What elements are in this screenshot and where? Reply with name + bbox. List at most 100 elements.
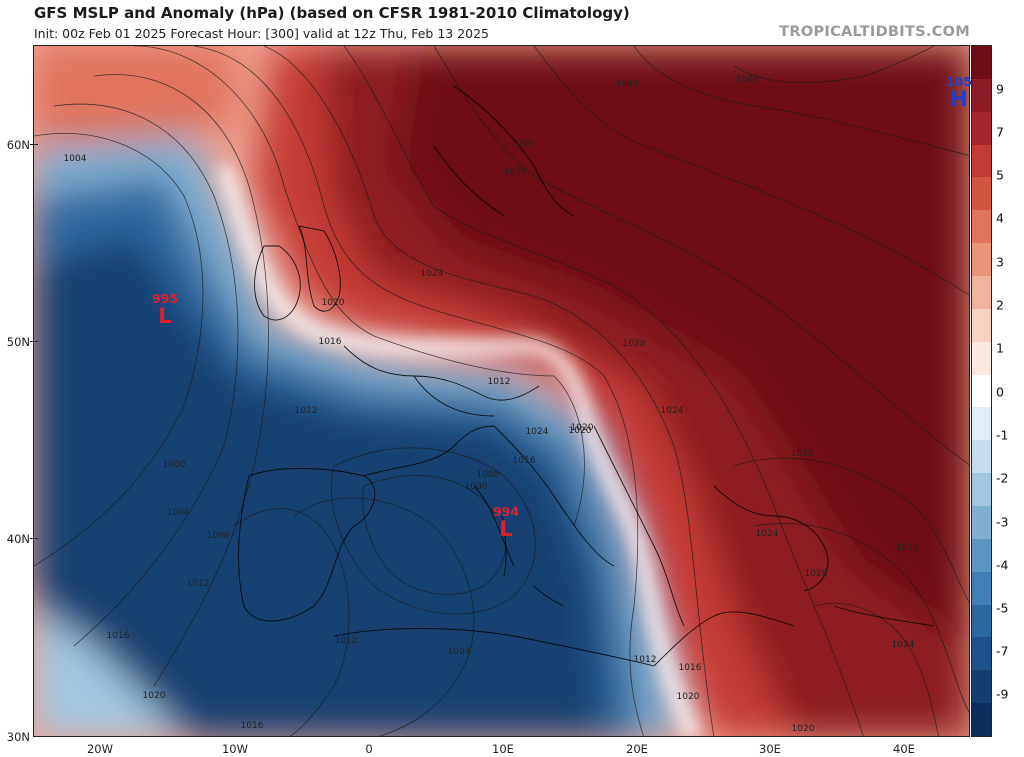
low-pressure-letter: L — [499, 517, 513, 541]
isobar-label: 1016 — [106, 631, 130, 641]
colorbar-swatch-7 — [972, 276, 991, 309]
isobar-label: 1040 — [510, 139, 534, 149]
lon-label-30e: 30E — [759, 742, 781, 756]
colorbar-label: 9 — [996, 81, 1004, 97]
isobar-label: 1016 — [678, 663, 702, 673]
colorbar-swatch-6 — [972, 243, 991, 277]
low-pressure-marker: 995 L — [151, 291, 179, 328]
isobar-label: 1016 — [240, 721, 264, 731]
isobar-label: 1028 — [804, 569, 828, 579]
colorbar-label: 1 — [996, 340, 1004, 356]
isobar-label: 1012 — [334, 636, 358, 646]
map-title: GFS MSLP and Anomaly (hPa) (based on CFS… — [34, 4, 630, 22]
isobar-label: 1028 — [622, 339, 646, 349]
colorbar-label: 0 — [996, 384, 1004, 400]
isobar-label: 1020 — [568, 426, 592, 436]
isobar-label: 1012 — [186, 579, 210, 589]
isobar-label: 1048 — [735, 75, 759, 85]
low-pressure-value: 995 — [151, 291, 179, 306]
isobar-label: 1032 — [895, 543, 919, 553]
isobar-label: 1004 — [447, 647, 471, 657]
colorbar-label: -9 — [996, 686, 1009, 702]
colorbar-swatch-15 — [972, 538, 991, 572]
colorbar-swatch-10 — [972, 374, 991, 408]
colorbar-swatch-4 — [972, 177, 991, 211]
colorbar-swatch-13 — [972, 473, 991, 507]
isobar-label: 1012 — [294, 406, 318, 416]
colorbar-label: -4 — [996, 557, 1009, 573]
isobar-label: 1012 — [633, 655, 657, 665]
lon-label-10e: 10E — [492, 742, 514, 756]
isobar-label: 1024 — [420, 269, 444, 279]
anomaly-field — [34, 46, 969, 736]
map-panel — [33, 45, 970, 737]
colorbar-swatch-2 — [972, 111, 991, 145]
lat-tick — [30, 144, 38, 145]
isobar-label: 1032 — [790, 449, 814, 459]
colorbar-swatch-1 — [972, 78, 991, 112]
isobar-label: 1044 — [615, 79, 639, 89]
colorbar-label: 5 — [996, 167, 1004, 183]
lat-tick — [30, 538, 38, 539]
colorbar-swatch-20 — [972, 703, 991, 737]
isobar-label: 1004 — [63, 154, 87, 164]
colorbar-label: 2 — [996, 297, 1004, 313]
isobar-label: 1000 — [464, 482, 488, 492]
isobar-label: 1024 — [891, 640, 915, 650]
colorbar-swatch-5 — [972, 210, 991, 244]
isobar-label: 1020 — [321, 298, 345, 308]
colorbar-label: 4 — [996, 210, 1004, 226]
colorbar-label: -7 — [996, 643, 1009, 659]
colorbar-swatch-14 — [972, 506, 991, 539]
lat-label-40n: 40N — [6, 532, 30, 546]
lon-label-10w: 10W — [221, 742, 249, 756]
colorbar-label: -2 — [996, 470, 1009, 486]
colorbar-swatch-0 — [972, 46, 991, 79]
isobar-label: 1020 — [791, 724, 815, 734]
lat-label-60n: 60N — [6, 138, 30, 152]
isobar-label: 1024 — [755, 529, 779, 539]
brand-watermark: TROPICALTIDBITS.COM — [779, 24, 970, 40]
colorbar-label: 3 — [996, 254, 1004, 270]
high-pressure-letter: H — [950, 87, 968, 111]
isobar-label: 1020 — [676, 692, 700, 702]
lat-tick — [30, 341, 38, 342]
isobar-label: 1004 — [166, 508, 190, 518]
isobar-label: 1020 — [142, 691, 166, 701]
isobar-label: 1000 — [162, 460, 186, 470]
lon-label-40e: 40E — [893, 742, 915, 756]
colorbar-swatch-19 — [972, 670, 991, 704]
colorbar-swatch-9 — [972, 341, 991, 375]
colorbar-label: -3 — [996, 514, 1009, 530]
colorbar-label: 7 — [996, 124, 1004, 140]
isobar-label: 1012 — [487, 377, 511, 387]
isobar-label: 1008 — [206, 531, 230, 541]
low-pressure-marker: 994 L — [492, 504, 520, 541]
colorbar — [971, 45, 992, 737]
colorbar-swatch-17 — [972, 604, 991, 638]
colorbar-swatch-12 — [972, 440, 991, 474]
colorbar-swatch-8 — [972, 308, 991, 342]
isobar-label: 1020 — [570, 423, 594, 433]
isobar-label: 1036 — [503, 167, 527, 177]
lat-label-50n: 50N — [6, 335, 30, 349]
isobar-label: 1016 — [318, 337, 342, 347]
low-pressure-value: 994 — [492, 504, 520, 519]
colorbar-swatch-18 — [972, 637, 991, 671]
colorbar-swatch-3 — [972, 144, 991, 178]
lat-label-30n: 30N — [6, 730, 30, 744]
colorbar-label: -1 — [996, 427, 1009, 443]
isobar-label: 1016 — [512, 456, 536, 466]
high-pressure-value: 105 — [945, 74, 973, 89]
colorbar-swatch-16 — [972, 571, 991, 605]
map-subtitle: Init: 00z Feb 01 2025 Forecast Hour: [30… — [34, 26, 490, 41]
colorbar-swatch-11 — [972, 407, 991, 441]
isobar-label: 1024 — [525, 427, 549, 437]
isobar-label: 1008 — [476, 470, 500, 480]
high-pressure-marker: 105 H — [945, 74, 973, 111]
lon-label-20e: 20E — [626, 742, 648, 756]
isobar-label: 1024 — [660, 406, 684, 416]
lon-label-0: 0 — [365, 742, 373, 756]
low-pressure-letter: L — [158, 304, 172, 328]
lon-label-20w: 20W — [86, 742, 114, 756]
